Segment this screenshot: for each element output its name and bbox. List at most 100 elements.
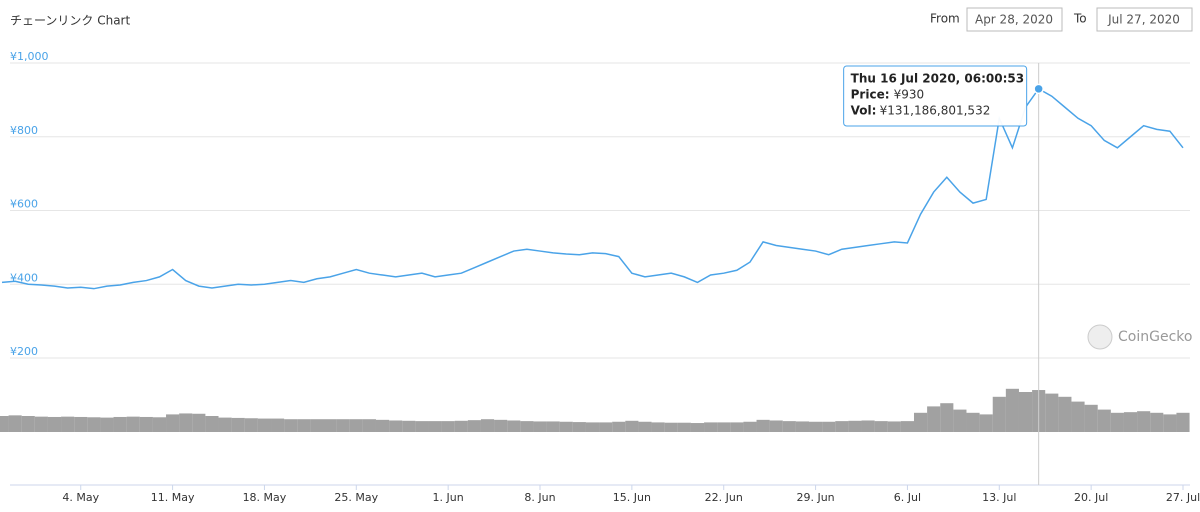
x-tick-label: 6. Jul [894, 491, 921, 504]
volume-bar [271, 418, 285, 432]
volume-bar [297, 419, 311, 432]
volume-bar [47, 416, 62, 432]
volume-bar [874, 421, 888, 432]
volume-bar [375, 419, 390, 432]
y-tick-label: ¥200 [10, 345, 38, 358]
volume-bar [192, 413, 206, 432]
volume-bar [1005, 388, 1019, 432]
volume-bar [1150, 412, 1164, 432]
volume-bar [428, 421, 442, 432]
volume-bar [927, 406, 941, 432]
volume-bar [284, 419, 298, 432]
volume-bar [205, 416, 219, 432]
volume-bar [1110, 412, 1124, 432]
tooltip-title: Thu 16 Jul 2020, 06:00:53 [851, 72, 1024, 86]
volume-bar [310, 419, 324, 432]
volume-bar [323, 419, 337, 432]
y-tick-label: ¥1,000 [10, 50, 49, 63]
volume-bar [1045, 393, 1059, 432]
volume-bar [782, 421, 796, 432]
volume-bar [0, 416, 9, 432]
volume-bar [402, 420, 416, 432]
volume-bar [8, 415, 22, 432]
volume-bar [690, 423, 705, 432]
volume-bar [218, 417, 232, 432]
chart-title: チェーンリンク Chart [10, 14, 130, 28]
volume-bar [231, 417, 245, 432]
volume-bar [664, 422, 678, 432]
x-tick-label: 27. Jul [1166, 491, 1200, 504]
volume-bar [795, 421, 810, 432]
volume-bar [966, 412, 980, 432]
volume-bar [87, 417, 101, 432]
tooltip-price: ¥930 [894, 88, 925, 102]
volume-bar [546, 421, 560, 432]
volume-bar [704, 422, 718, 432]
to-label: To [1073, 12, 1087, 26]
y-tick-label: ¥800 [10, 124, 38, 137]
y-tick-label: ¥400 [10, 271, 38, 284]
volume-bar [887, 421, 901, 432]
to-input[interactable] [1096, 7, 1193, 32]
volume-bar [126, 416, 140, 432]
volume-bar [494, 419, 508, 432]
volume-bar [809, 421, 823, 432]
volume-bar [362, 419, 376, 432]
volume-bar [244, 418, 258, 432]
volume-bar [953, 409, 967, 432]
tooltip-vol-label: Vol: [851, 104, 877, 118]
volume-bar [467, 420, 481, 432]
volume-bar [677, 422, 691, 432]
x-tick-label: 29. Jun [796, 491, 834, 504]
volume-bar [559, 421, 573, 432]
volume-bar [913, 412, 928, 432]
volume-bar [1123, 412, 1138, 432]
to-date: Jul 27, 2020 [1107, 13, 1180, 27]
volume-bar [625, 420, 639, 432]
price-line [1, 87, 1184, 290]
volume-bar [1071, 401, 1085, 432]
volume-bar [900, 421, 914, 432]
x-tick-label: 13. Jul [982, 491, 1016, 504]
volume-bar [1176, 412, 1190, 432]
x-tick-label: 1. Jun [433, 491, 464, 504]
tooltip-box [843, 65, 1028, 127]
volume-bar [152, 417, 167, 432]
volume-bar [336, 419, 350, 432]
tooltip-price-label: Price: [851, 88, 890, 102]
volume-bar [585, 422, 600, 432]
volume-bar [756, 419, 770, 432]
watermark: CoinGecko [1118, 329, 1192, 345]
x-tick-label: 11. May [151, 491, 195, 504]
volume-bar [139, 416, 153, 432]
volume-bar [572, 422, 586, 432]
volume-bar [861, 420, 875, 432]
volume-bar [415, 421, 429, 432]
volume-bar [100, 417, 114, 432]
volume-bar [1058, 396, 1072, 432]
volume-bar [599, 422, 613, 432]
volume-bar [651, 422, 665, 432]
volume-bar [1018, 392, 1033, 432]
volume-bar [480, 419, 495, 432]
volume-bar [61, 416, 75, 432]
volume-bar [1084, 404, 1098, 432]
volume-bar [992, 396, 1006, 432]
from-input[interactable] [966, 7, 1063, 32]
volume-bar [349, 419, 363, 432]
hover-point [1033, 83, 1044, 95]
volume-bar [848, 420, 862, 432]
volume-bar [1137, 411, 1151, 432]
volume-bar [743, 421, 757, 432]
volume-bar [940, 403, 954, 432]
volume-bar [179, 413, 193, 432]
volume-bar [389, 420, 403, 432]
x-tick-label: 18. May [243, 491, 287, 504]
volume-bar [769, 420, 783, 432]
logo [1087, 324, 1113, 350]
volume-bar [454, 420, 468, 432]
volume-bar [1163, 414, 1177, 432]
volume-bar [34, 416, 48, 432]
